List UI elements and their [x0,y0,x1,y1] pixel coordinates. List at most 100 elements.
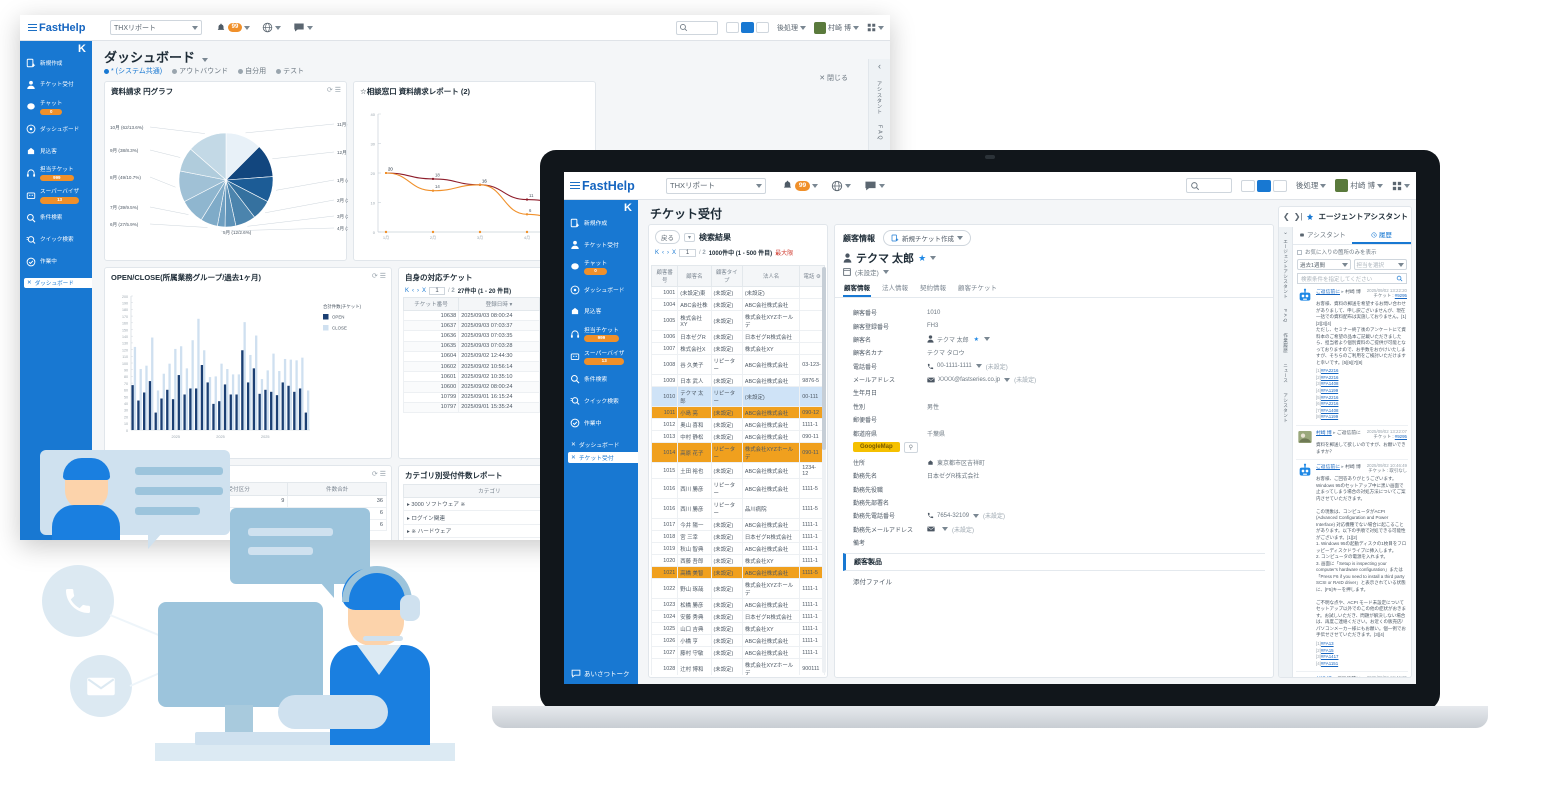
bar-close-20[interactable] [243,322,246,430]
table-row[interactable]: 1009 日本 武人 (未設定) ABC会社株式会社 9876-5 [651,374,825,387]
results-col-5[interactable]: 電話 ⚙ [799,265,825,287]
small-col-3[interactable]: 件数合計 [287,482,387,496]
pie-slice-12[interactable] [190,132,227,181]
results-col-1[interactable]: 顧客番号 [651,265,679,287]
chat-button[interactable] [293,22,313,33]
assistant-message[interactable]: ご返信前に ▸ 村崎 博 2025/09/02 13:22:20 チケット : #9… [1296,285,1408,427]
rail-item-1[interactable]: エージェントアシスタント [1283,239,1289,299]
bar-open-16[interactable] [218,401,221,430]
bar-open-9[interactable] [177,375,180,430]
bar-open-3[interactable] [143,392,146,430]
page-input[interactable]: 1 [429,286,446,295]
project-select[interactable]: THXリポート [666,177,766,194]
sidebar-item-5[interactable]: 見込客 [570,306,638,318]
table-row[interactable]: 1026 小橋 亨 (未設定) ABC会社株式会社 1111-1 [651,634,825,647]
bar-close-18[interactable] [231,374,235,430]
sidebar-item-4[interactable]: ダッシュボード [26,124,92,137]
bar-open-20[interactable] [241,350,244,430]
last-page-button[interactable]: X [422,287,427,294]
table-row[interactable]: 1004 ABC会社株 (未設定) ABC会社株式会社 [651,298,825,311]
rail-collapse-icon[interactable]: ⌄ [1282,230,1289,236]
sidebar-item-9[interactable]: クイック検索 [26,235,92,248]
table-row[interactable]: 1018 宮 三幸 (未設定) 日本ゼグR株式会社 1111-1 [651,530,825,543]
reference-link[interactable]: [7]#FA1408 [1316,407,1339,413]
table-row[interactable]: 1010 テクマ 太郎 リピーター (未設定) 00-111 [651,386,825,407]
category-col[interactable]: カテゴリ [403,484,576,498]
reference-link[interactable]: [8]#FA1199 [1316,414,1339,420]
table-row[interactable]: 1006 日本ゼグR (未設定) 日本ゼグR株式会社 [651,330,825,343]
card-tools[interactable]: ⟳ ☰ [371,471,386,478]
close-icon[interactable]: ✕ [27,280,32,287]
bar-open-12[interactable] [194,388,198,430]
customer-tab-1[interactable]: 顧客情報 [843,280,871,297]
bar-open-26[interactable] [275,395,279,430]
bar-close-15[interactable] [214,376,217,430]
open-tab-2[interactable]: ✕ チケット受付 [568,452,638,464]
greeting-talk-button[interactable]: あいさつトーク [571,668,630,678]
bar-open-11[interactable] [189,388,192,430]
favorites-filter[interactable]: お気に入りの箇所のみを表示 [1297,248,1407,256]
sidebar-item-8[interactable]: 条件検索 [26,213,92,226]
last-page-button[interactable]: X [672,249,677,256]
next-page-button[interactable]: › [417,287,420,294]
bar-open-27[interactable] [281,382,284,430]
message-ticket-id[interactable]: #9295 [1394,434,1407,440]
results-col-2[interactable]: 顧客名 [677,265,712,287]
message-sender[interactable]: ご返信前に [1316,465,1340,471]
table-row[interactable]: 1025 山口 吉典 (未設定) 株式会社XY 1111-1 [651,622,825,635]
sidebar-item-7[interactable]: スーパーバイザ 13 [26,189,92,204]
user-menu[interactable]: 村崎 博 [814,21,859,34]
card-tools[interactable]: ⟳ ☰ [371,273,386,280]
project-select[interactable]: THXリポート [110,20,202,35]
table-row[interactable]: 1007 株式会社X (未設定) 株式会社XY [651,342,825,355]
global-search[interactable] [1185,178,1232,193]
table-row[interactable]: 1015 土田 裕也 (未設定) ABC会社株式会社 1234-12 [651,462,825,479]
chevron-down-icon[interactable] [1004,377,1011,382]
bar-close-31[interactable] [307,390,310,430]
bar-close-7[interactable] [168,363,171,430]
mode-button[interactable]: 後処理 [777,23,807,33]
table-row[interactable]: 1024 安藤 秀典 (未設定) 日本ゼグR株式会社 1111-1 [651,610,825,623]
table-row[interactable]: 1022 野山 琢哉 (未設定) 株式会社XYZホールデ 1111-1 [651,578,825,599]
bar-close-6[interactable] [162,373,165,430]
sidebar-item-7[interactable]: スーパーバイザ 13 [570,351,638,365]
google-map-button[interactable]: GoogleMap [853,442,900,453]
sidebar-item-8[interactable]: 条件検索 [570,374,638,386]
close-icon[interactable]: ✕ [571,441,576,448]
bar-close-13[interactable] [203,350,206,430]
bar-open-31[interactable] [304,412,307,430]
table-row[interactable]: 1012 奥山 喜和 (未設定) ABC会社株式会社 1111-1 [651,418,825,431]
bar-close-9[interactable] [179,346,183,430]
rail-item-1[interactable]: アシスタント [876,81,882,115]
bar-open-24[interactable] [264,389,267,430]
bar-open-28[interactable] [287,385,290,430]
rail-item-3[interactable]: 作業履歴 [1283,332,1289,353]
page-input[interactable]: 1 [679,248,697,257]
back-button[interactable]: 戻る [655,230,680,244]
bar-close-17[interactable] [226,369,229,430]
table-row[interactable]: 1019 秋山 智典 (未設定) ABC会社株式会社 1111-1 [651,542,825,555]
max-label[interactable]: 最大限 [775,251,794,257]
chevron-down-icon[interactable] [975,364,982,369]
sidebar-item-6[interactable]: 担当チケット 999 [26,167,92,182]
bar-open-22[interactable] [252,368,256,430]
first-page-button[interactable]: K [405,287,410,294]
chevron-down-icon[interactable] [201,58,208,62]
layout-wide-icon[interactable] [1272,179,1287,192]
bar-open-4[interactable] [148,381,152,430]
sidebar-item-3[interactable]: チャット 0 [570,261,638,276]
table-row[interactable]: 1008 谷 久美子 リピーター ABC会社株式会社 03-123- [651,354,825,375]
bar-close-26[interactable] [278,371,281,430]
global-search[interactable] [676,20,719,35]
reference-link[interactable]: [4]#FA1199 [1316,387,1339,393]
favorite-star-icon[interactable]: ★ [973,336,980,343]
bar-open-30[interactable] [298,388,302,430]
chat-button[interactable] [864,180,885,192]
reference-link[interactable]: [1]#FA2216 [1316,368,1339,374]
assistant-message[interactable]: 村崎 博 ▸ ご返信前に 2025/09/02 13:22:07 チケット : #9… [1296,426,1408,461]
results-table[interactable]: 顧客番号 顧客名 顧客タイプ 法人名 電話 ⚙ 1001 (未設定)東 (未設定) (未設定) 1… [651,265,825,675]
sidebar-item-2[interactable]: チケット受付 [570,240,638,252]
close-dashboard-button[interactable]: ✕ 閉じる [819,75,848,82]
dashboard-tab-2[interactable]: アウトバウンド [172,66,228,76]
bar-close-19[interactable] [237,374,241,430]
